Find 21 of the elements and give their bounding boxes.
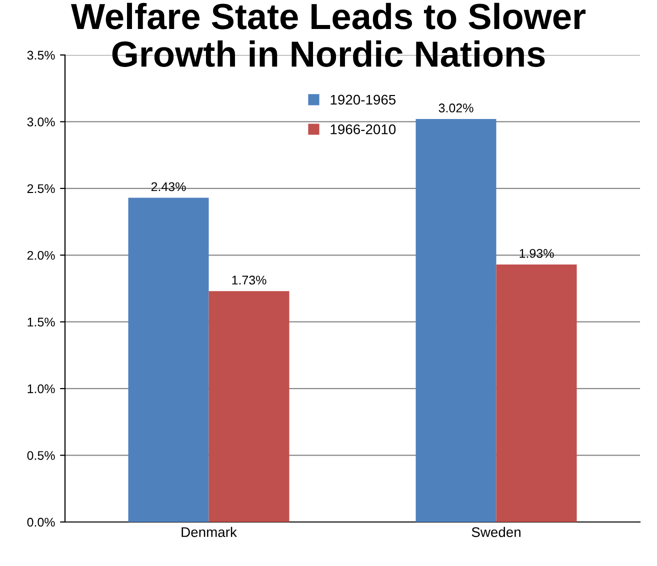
y-tick-label: 2.0% bbox=[27, 250, 55, 260]
data-label: 1.73% bbox=[232, 276, 266, 285]
legend-label: 1966-2010 bbox=[330, 124, 396, 134]
bar bbox=[128, 198, 209, 522]
bar bbox=[496, 264, 577, 522]
y-tick-label: 1.0% bbox=[28, 384, 55, 394]
bar bbox=[208, 291, 290, 522]
y-tick-label: 2.5% bbox=[27, 184, 55, 194]
y-tick-label: 0.5% bbox=[27, 451, 55, 460]
bar bbox=[416, 119, 496, 522]
data-label: 2.43% bbox=[151, 182, 186, 192]
data-label: 1.93% bbox=[520, 248, 554, 258]
data-label: 3.02% bbox=[438, 104, 474, 112]
x-tick-label: Sweden bbox=[472, 526, 520, 538]
legend-label: 1920-1965 bbox=[330, 94, 396, 105]
x-tick-label: Denmark bbox=[182, 526, 237, 538]
y-tick-label: 3.0% bbox=[27, 118, 55, 126]
y-tick-label: 3.5% bbox=[27, 50, 55, 60]
y-tick-label: 0.0% bbox=[27, 518, 55, 527]
y-tick-label: 1.5% bbox=[28, 318, 55, 327]
chart-title: Welfare State Leads to Slower Growth in Nordic Nations bbox=[71, 2, 586, 67]
